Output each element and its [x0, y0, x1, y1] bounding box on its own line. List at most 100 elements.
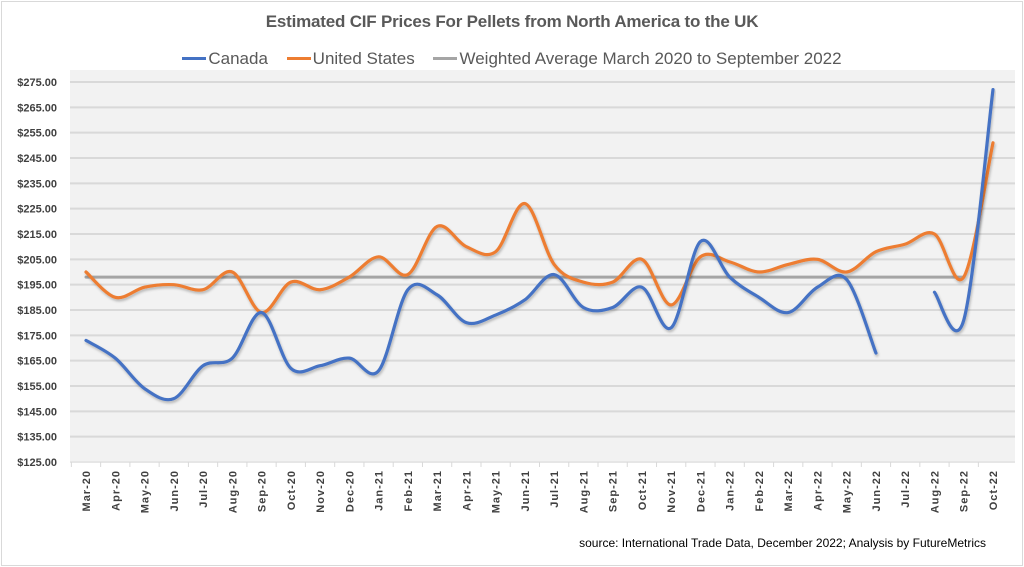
- x-tick-label: Aug-21: [578, 470, 590, 513]
- y-tick-label: $125.00: [17, 457, 57, 469]
- x-tick-label: May-22: [842, 470, 854, 513]
- data-point-weighted-average-march-2020-to-september-2022: [669, 275, 673, 279]
- x-tick-label: Sep-22: [959, 470, 971, 512]
- y-tick-label: $235.00: [17, 178, 57, 190]
- data-point-weighted-average-march-2020-to-september-2022: [815, 275, 819, 279]
- y-tick-label: $145.00: [17, 406, 57, 418]
- legend-swatch-weighted-average: [433, 57, 458, 60]
- data-point-united-states: [113, 295, 117, 299]
- data-point-canada: [611, 305, 615, 309]
- data-point-weighted-average-march-2020-to-september-2022: [201, 275, 205, 279]
- x-tick-label: Jun-20: [169, 470, 181, 511]
- x-tick-label: Jul-21: [549, 470, 561, 508]
- y-tick-label: $275.00: [17, 77, 57, 89]
- data-point-weighted-average-march-2020-to-september-2022: [84, 275, 88, 279]
- x-tick-label: Nov-21: [666, 470, 678, 513]
- data-point-united-states: [230, 270, 234, 274]
- y-tick-label: $175.00: [17, 330, 57, 342]
- data-point-united-states: [172, 283, 176, 287]
- data-point-canada: [435, 293, 439, 297]
- data-point-united-states: [143, 285, 147, 289]
- y-tick-label: $215.00: [17, 229, 57, 241]
- data-point-canada: [962, 318, 966, 322]
- x-tick-label: Jun-21: [520, 470, 532, 511]
- data-point-united-states: [347, 275, 351, 279]
- y-tick-label: $265.00: [17, 102, 57, 114]
- x-tick-label: May-21: [491, 470, 503, 513]
- x-tick-label: Apr-20: [110, 470, 122, 511]
- data-point-united-states: [728, 260, 732, 264]
- data-point-united-states: [581, 280, 585, 284]
- data-point-united-states: [698, 255, 702, 259]
- x-tick-label: Apr-22: [812, 470, 824, 511]
- data-point-united-states: [318, 288, 322, 292]
- y-tick-label: $205.00: [17, 254, 57, 266]
- data-point-canada: [581, 305, 585, 309]
- data-point-weighted-average-march-2020-to-september-2022: [757, 275, 761, 279]
- data-point-weighted-average-march-2020-to-september-2022: [143, 275, 147, 279]
- data-point-united-states: [786, 262, 790, 266]
- data-point-canada: [318, 364, 322, 368]
- legend-item-weighted-average[interactable]: Weighted Average March 2020 to September…: [433, 48, 842, 69]
- legend-swatch-canada: [182, 57, 207, 60]
- data-point-weighted-average-march-2020-to-september-2022: [230, 275, 234, 279]
- data-point-weighted-average-march-2020-to-september-2022: [611, 275, 615, 279]
- legend-item-canada[interactable]: Canada: [182, 49, 268, 69]
- data-point-weighted-average-march-2020-to-september-2022: [377, 275, 381, 279]
- series-line-canada: [932, 88, 995, 333]
- x-tick-label: Dec-20: [344, 470, 356, 512]
- data-point-weighted-average-march-2020-to-september-2022: [113, 275, 117, 279]
- data-point-weighted-average-march-2020-to-september-2022: [318, 275, 322, 279]
- data-point-canada: [201, 364, 205, 368]
- x-tick-label: Oct-21: [637, 470, 649, 510]
- data-point-canada: [932, 290, 936, 294]
- y-tick-label: $185.00: [17, 305, 57, 317]
- chart-title: Estimated CIF Prices For Pellets from No…: [265, 12, 759, 31]
- data-point-united-states: [406, 273, 410, 277]
- x-tick-label: Sep-20: [257, 470, 269, 512]
- x-tick-label: Aug-22: [929, 470, 941, 513]
- data-point-united-states: [903, 242, 907, 246]
- legend-label-united-states: United States: [312, 48, 415, 68]
- x-tick-label: Feb-21: [403, 470, 415, 511]
- data-point-weighted-average-march-2020-to-september-2022: [786, 275, 790, 279]
- data-point-weighted-average-march-2020-to-september-2022: [903, 275, 907, 279]
- data-point-canada: [113, 356, 117, 360]
- legend-label-canada: Canada: [208, 48, 268, 68]
- x-tick-label: Jul-22: [900, 470, 912, 508]
- data-point-united-states: [669, 303, 673, 307]
- data-point-weighted-average-march-2020-to-september-2022: [581, 275, 585, 279]
- data-point-weighted-average-march-2020-to-september-2022: [523, 275, 527, 279]
- data-point-united-states: [962, 275, 966, 279]
- y-tick-label: $225.00: [17, 204, 57, 216]
- data-point-canada: [523, 298, 527, 302]
- y-tick-label: $165.00: [17, 356, 57, 368]
- data-point-united-states: [552, 262, 556, 266]
- data-point-canada: [84, 338, 88, 342]
- data-point-canada: [172, 397, 176, 401]
- x-tick-label: Jan-21: [374, 470, 386, 511]
- data-point-weighted-average-march-2020-to-september-2022: [494, 275, 498, 279]
- x-tick-label: Mar-20: [81, 470, 93, 511]
- x-tick-label: Oct-22: [988, 470, 1000, 510]
- data-point-canada: [406, 288, 410, 292]
- data-point-canada: [260, 311, 264, 315]
- data-point-united-states: [377, 255, 381, 259]
- data-point-united-states: [201, 288, 205, 292]
- x-tick-label: May-20: [140, 470, 152, 513]
- data-point-united-states: [640, 257, 644, 261]
- data-point-weighted-average-march-2020-to-september-2022: [698, 275, 702, 279]
- data-point-united-states: [494, 250, 498, 254]
- data-point-united-states: [464, 245, 468, 249]
- chart-legend: Canada United States Weighted Average Ma…: [0, 45, 1024, 69]
- legend-item-united-states[interactable]: United States: [286, 48, 415, 69]
- data-point-canada: [786, 311, 790, 315]
- data-point-canada: [728, 275, 732, 279]
- data-point-canada: [230, 356, 234, 360]
- y-tick-label: $255.00: [17, 128, 57, 140]
- data-point-united-states: [874, 250, 878, 254]
- data-point-canada: [874, 351, 878, 355]
- legend-label-weighted-average: Weighted Average March 2020 to September…: [459, 48, 842, 68]
- legend-swatch-united-states: [286, 57, 311, 60]
